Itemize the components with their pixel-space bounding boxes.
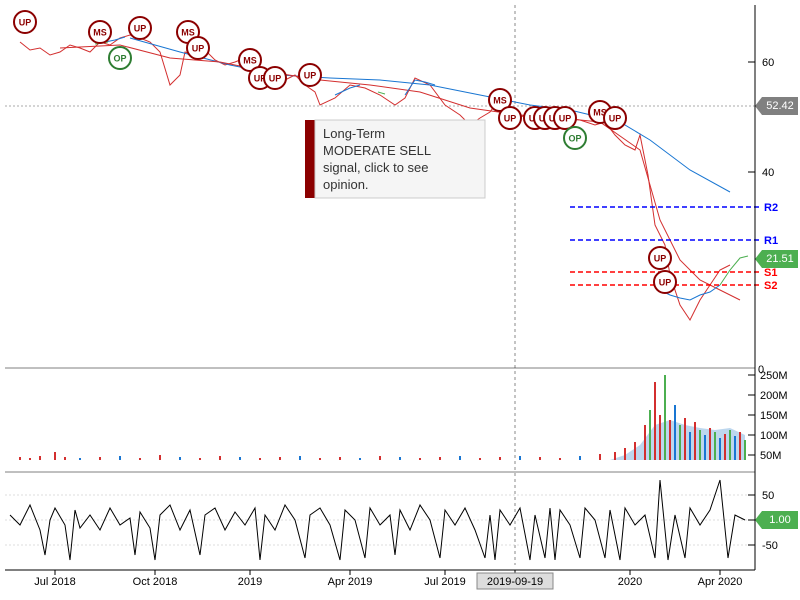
svg-text:S2: S2 [764,280,777,292]
svg-text:UP: UP [659,277,672,287]
svg-text:MODERATE SELL: MODERATE SELL [323,143,431,158]
svg-text:MS: MS [243,55,257,65]
tooltip[interactable]: Long-Term MODERATE SELL signal, click to s… [305,120,485,198]
svg-text:Jul 2018: Jul 2018 [34,576,76,588]
signal-up[interactable]: UP [299,64,321,86]
svg-text:UP: UP [559,113,572,123]
svg-text:UP: UP [654,253,667,263]
signal-up[interactable]: UP [649,247,671,269]
svg-text:21.51: 21.51 [766,253,794,265]
stock-chart-container: { "main_chart": { "type": "line", "x_axi… [0,0,800,600]
svg-text:S1: S1 [764,267,777,279]
signal-op[interactable]: OP [109,47,131,69]
svg-text:52.42: 52.42 [766,100,794,112]
signal-up[interactable]: UP [499,107,521,129]
svg-text:Apr 2019: Apr 2019 [328,576,373,588]
svg-text:MS: MS [93,27,107,37]
svg-text:200M: 200M [760,390,788,402]
svg-text:UP: UP [304,70,317,80]
svg-text:signal, click to see: signal, click to see [323,160,429,175]
svg-text:R1: R1 [764,235,778,247]
svg-text:Jul 2019: Jul 2019 [424,576,466,588]
svg-text:Oct 2018: Oct 2018 [133,576,178,588]
svg-text:UP: UP [504,113,517,123]
svg-text:2019-09-19: 2019-09-19 [487,576,543,588]
svg-text:MS: MS [493,95,507,105]
svg-text:50M: 50M [760,450,781,462]
signal-up[interactable]: UP [604,107,626,129]
signal-up[interactable]: UP [654,271,676,293]
svg-text:OP: OP [113,53,126,63]
signal-op[interactable]: OP [564,127,586,149]
svg-text:1.00: 1.00 [769,514,790,526]
svg-text:MS: MS [181,27,195,37]
chart-svg[interactable]: 60 40 R2 R1 S1S2 52.42 21.51 UP MS OP UP MS UP MS UP UP… [0,0,800,600]
svg-text:100M: 100M [760,430,788,442]
svg-text:2019: 2019 [238,576,262,588]
svg-text:UP: UP [609,113,622,123]
svg-text:50: 50 [762,490,774,502]
svg-text:150M: 150M [760,410,788,422]
svg-text:UP: UP [192,43,205,53]
svg-text:2020: 2020 [618,576,642,588]
svg-text:opinion.: opinion. [323,177,369,192]
svg-text:250M: 250M [760,370,788,382]
signal-up[interactable]: UP [264,67,286,89]
svg-text:UP: UP [134,23,147,33]
svg-text:0: 0 [758,364,764,376]
svg-text:-50: -50 [762,540,778,552]
signal-up[interactable]: UP [187,37,209,59]
svg-text:40: 40 [762,167,774,179]
signal-up[interactable]: UP [14,11,36,33]
svg-text:Apr 2020: Apr 2020 [698,576,743,588]
svg-text:OP: OP [568,133,581,143]
svg-text:R2: R2 [764,202,778,214]
signal-up[interactable]: UP [129,17,151,39]
signal-ms[interactable]: MS [89,21,111,43]
svg-text:UP: UP [269,73,282,83]
svg-text:UP: UP [19,17,32,27]
svg-text:Long-Term: Long-Term [323,126,385,141]
signal-up[interactable]: UP [554,107,576,129]
svg-text:60: 60 [762,57,774,69]
